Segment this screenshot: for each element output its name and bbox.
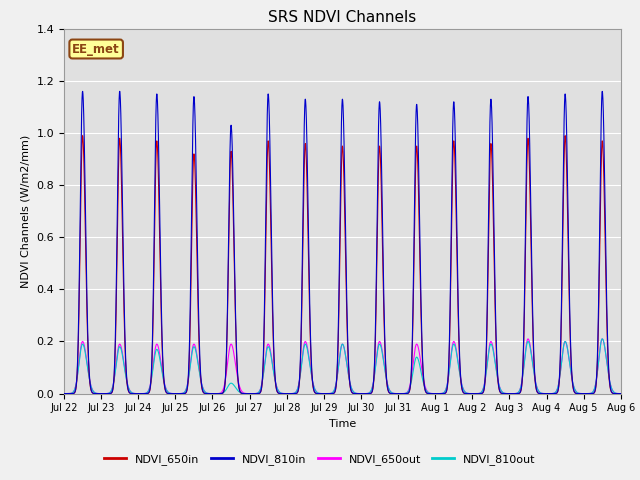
X-axis label: Time: Time: [329, 419, 356, 429]
Y-axis label: NDVI Channels (W/m2/mm): NDVI Channels (W/m2/mm): [21, 134, 31, 288]
Text: EE_met: EE_met: [72, 43, 120, 56]
Legend: NDVI_650in, NDVI_810in, NDVI_650out, NDVI_810out: NDVI_650in, NDVI_810in, NDVI_650out, NDV…: [100, 450, 540, 469]
Title: SRS NDVI Channels: SRS NDVI Channels: [268, 10, 417, 25]
